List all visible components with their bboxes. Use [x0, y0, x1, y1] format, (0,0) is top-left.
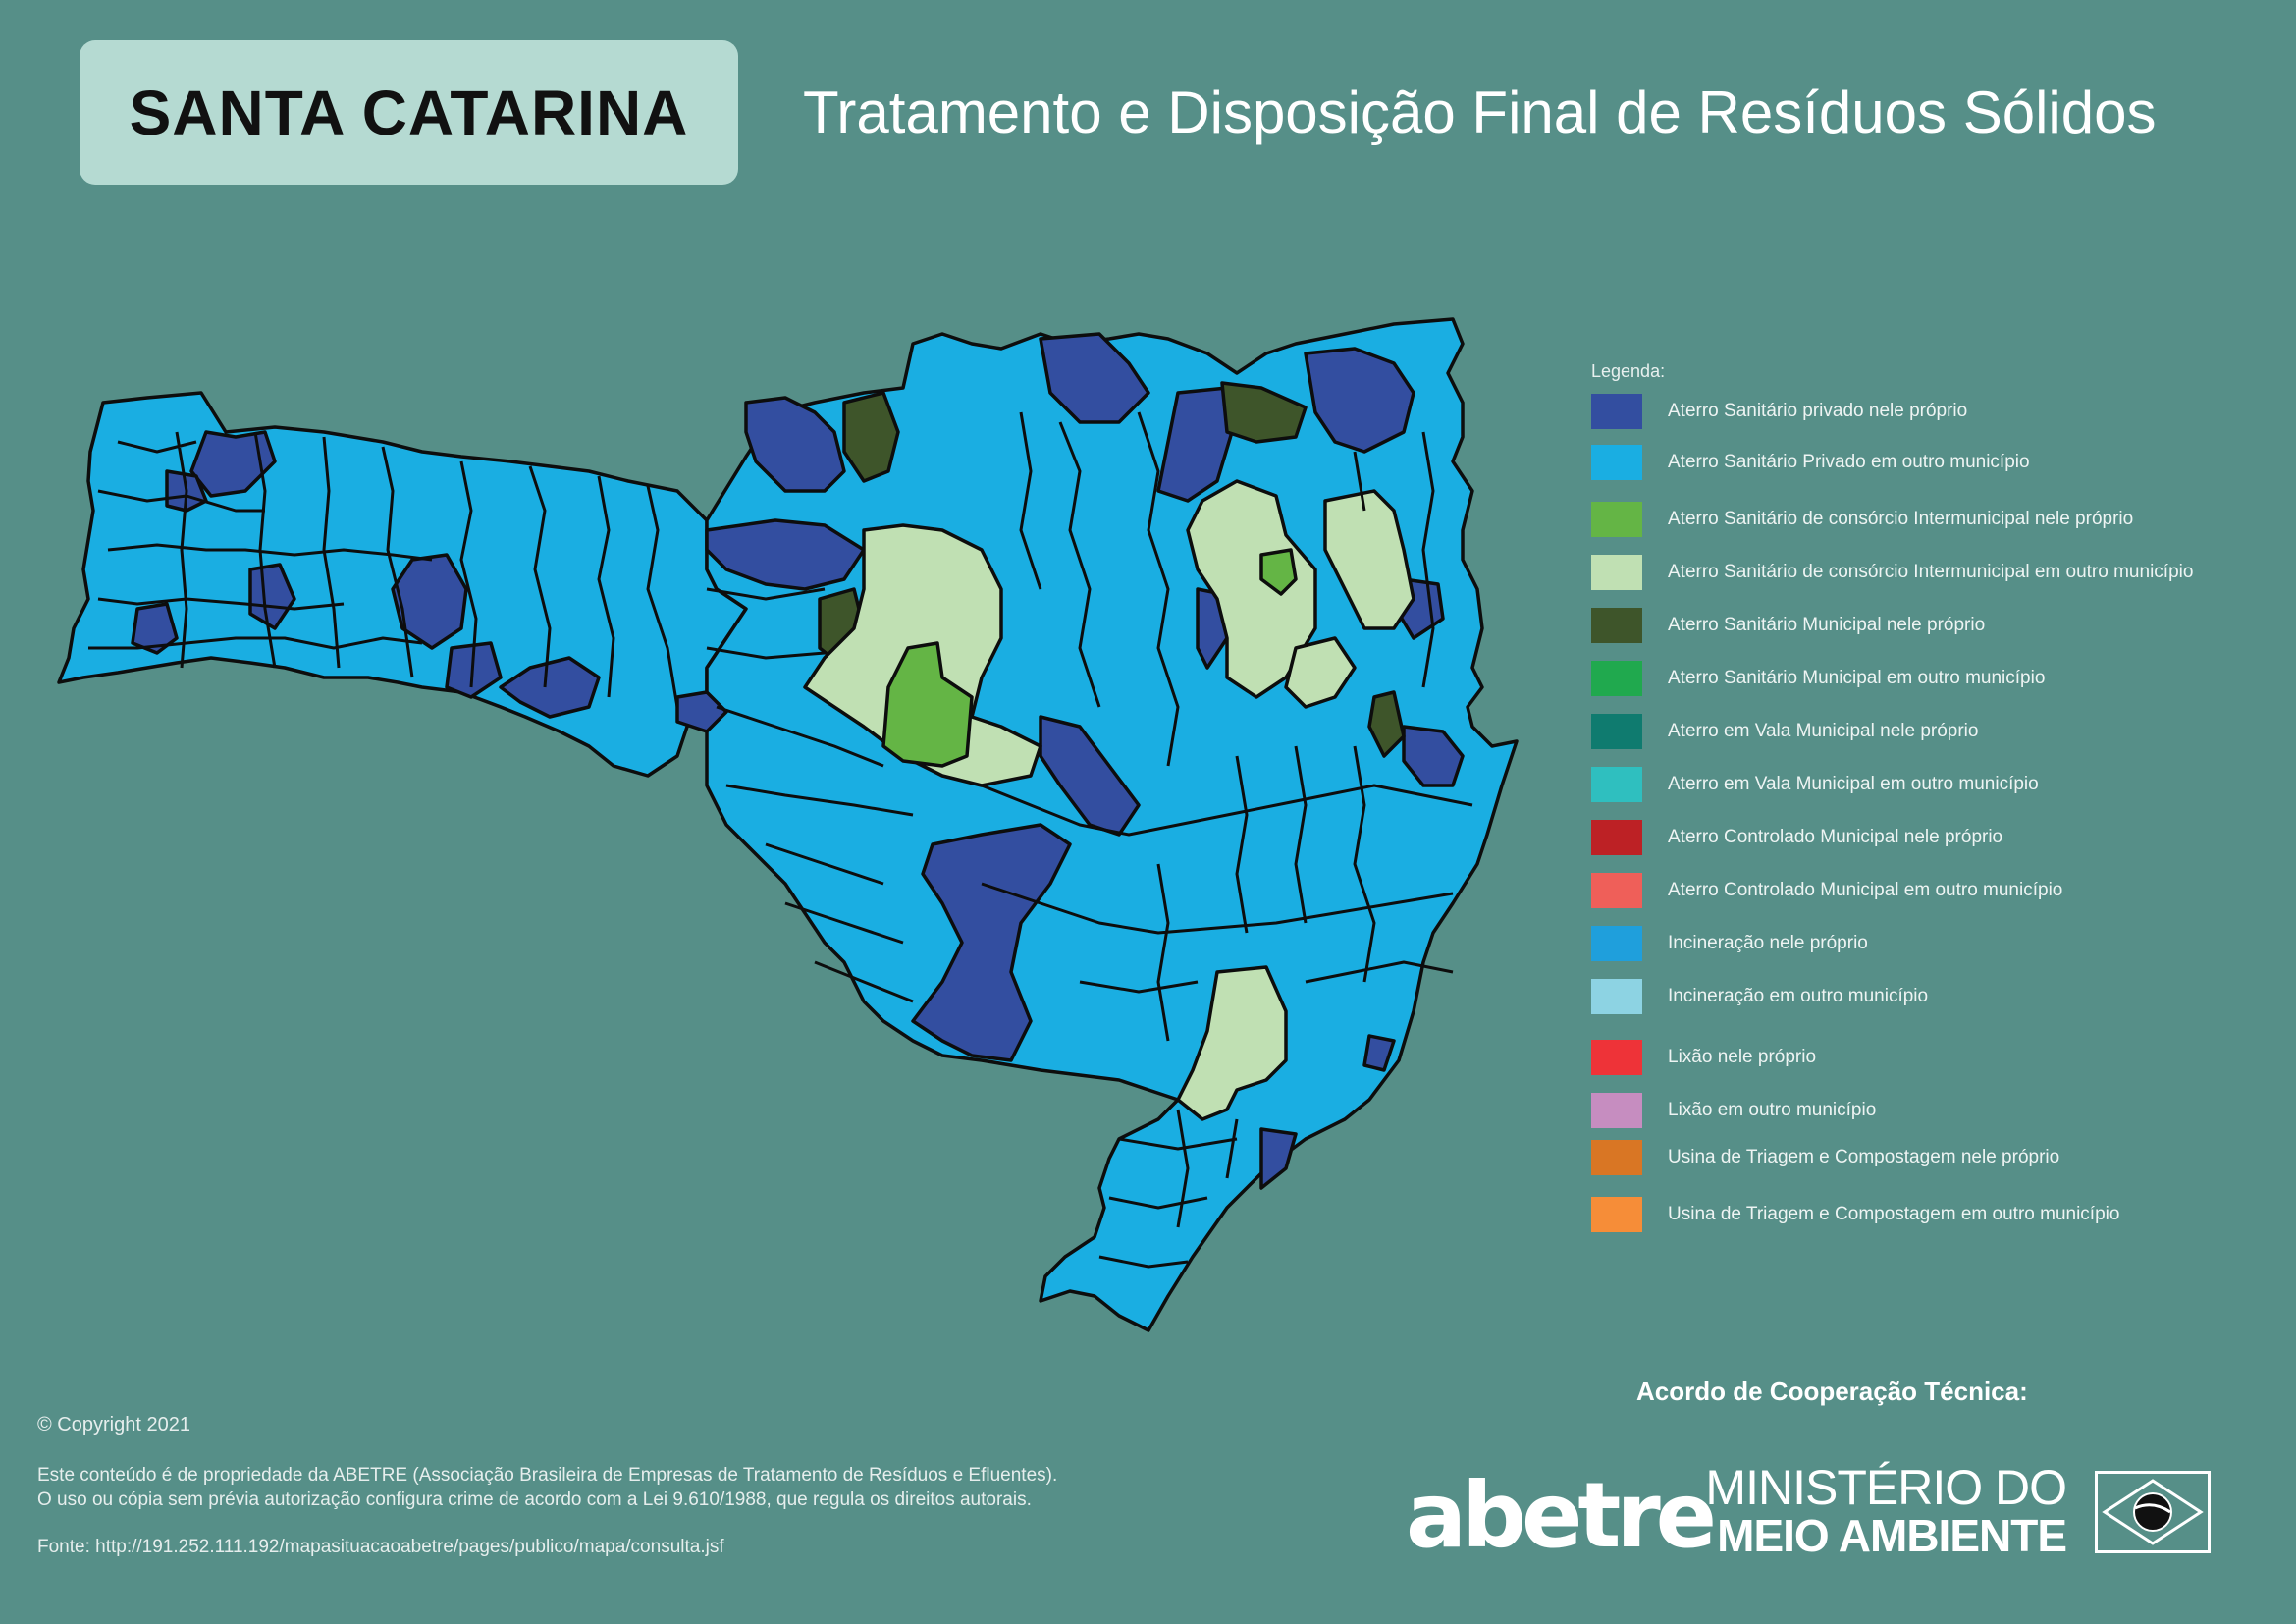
legend-swatch: [1591, 394, 1642, 429]
legend-item: Aterro Controlado Municipal nele próprio: [1591, 820, 2278, 855]
legend-item: Lixão nele próprio: [1591, 1040, 2278, 1075]
legend-item: Incineração nele próprio: [1591, 926, 2278, 961]
municipal-borders-west: [88, 431, 679, 708]
legend-title: Legenda:: [1591, 361, 1666, 381]
municipality-dark-6: [499, 656, 601, 719]
legend-swatch: [1591, 502, 1642, 537]
ministry-line-1: MINISTÉRIO DO: [1705, 1460, 2067, 1515]
legend-swatch: [1591, 661, 1642, 696]
legend-item: Aterro Sanitário Privado em outro municí…: [1591, 445, 2278, 480]
municipal-borders-center: [706, 411, 1473, 1269]
legend: Legenda: Aterro Sanitário privado nele p…: [1591, 361, 2278, 1232]
legend-item: Lixão em outro município: [1591, 1093, 2278, 1128]
legend-swatch: [1591, 714, 1642, 749]
legend-label: Aterro Sanitário Privado em outro municí…: [1668, 452, 2030, 472]
legend-label: Lixão nele próprio: [1668, 1047, 1817, 1067]
legend-label: Aterro em Vala Municipal nele próprio: [1668, 721, 1979, 741]
legend-swatch: [1591, 926, 1642, 961]
municipality-dark-13: [1304, 347, 1415, 454]
municipality-consortium-own-2: [1259, 548, 1298, 596]
municipality-dark-20: [1362, 1034, 1396, 1072]
municipality-dark-15: [911, 823, 1072, 1062]
legend-label: Aterro Sanitário Municipal em outro muni…: [1668, 668, 2046, 688]
legend-swatch: [1591, 1040, 1642, 1075]
state-name: SANTA CATARINA: [129, 77, 689, 148]
legend-swatch: [1591, 820, 1642, 855]
municipality-consortium-own-1: [881, 641, 974, 768]
municipality-dark-19: [1259, 1127, 1298, 1190]
municipality-dark-9: [705, 518, 866, 591]
copyright-notice: Este conteúdo é de propriedade da ABETRE…: [37, 1463, 1057, 1512]
legend-swatch: [1591, 555, 1642, 590]
legend-item: Aterro Controlado Municipal em outro mun…: [1591, 873, 2278, 908]
legend-item: Aterro Sanitário Municipal em outro muni…: [1591, 661, 2278, 696]
copyright: © Copyright 2021: [37, 1414, 190, 1435]
municipality-dark-3: [391, 553, 468, 650]
legend-item: Aterro Sanitário Municipal nele próprio: [1591, 608, 2278, 643]
source-url: Fonte: http://191.252.111.192/mapasituac…: [37, 1537, 724, 1557]
notice-line-2: O uso ou cópia sem prévia autorização co…: [37, 1489, 1032, 1510]
legend-item: Incineração em outro município: [1591, 979, 2278, 1014]
abetre-logo: abetre: [1406, 1463, 1717, 1568]
legend-item: Usina de Triagem e Compostagem em outro …: [1591, 1197, 2278, 1232]
legend-swatch: [1591, 1197, 1642, 1232]
legend-label: Aterro Sanitário privado nele próprio: [1668, 401, 1968, 421]
legend-item: Aterro Sanitário de consórcio Intermunic…: [1591, 502, 2278, 537]
legend-item: Usina de Triagem e Compostagem nele próp…: [1591, 1140, 2278, 1175]
municipality-consortium-2: [1186, 479, 1317, 699]
legend-swatch: [1591, 1140, 1642, 1175]
map-title: Tratamento e Disposição Final de Resíduo…: [803, 80, 2157, 145]
legend-label: Incineração nele próprio: [1668, 933, 1868, 953]
municipality-dark-14: [1039, 715, 1141, 837]
municipality-municipal-4: [1367, 690, 1406, 758]
legend-label: Aterro Sanitário Municipal nele próprio: [1668, 615, 1986, 635]
legend-label: Incineração em outro município: [1668, 986, 1929, 1006]
legend-swatch: [1591, 767, 1642, 802]
municipality-consortium-3: [1323, 489, 1415, 630]
cooperation-heading: Acordo de Cooperação Técnica:: [1636, 1377, 2028, 1406]
legend-label: Lixão em outro município: [1668, 1100, 1877, 1120]
legend-swatch: [1591, 873, 1642, 908]
legend-label: Usina de Triagem e Compostagem nele próp…: [1668, 1147, 2060, 1167]
legend-swatch: [1591, 979, 1642, 1014]
legend-label: Aterro Sanitário de consórcio Intermunic…: [1668, 562, 2194, 582]
legend-swatch: [1591, 1093, 1642, 1128]
notice-line-1: Este conteúdo é de propriedade da ABETRE…: [37, 1465, 1058, 1486]
legend-item: Aterro em Vala Municipal em outro municí…: [1591, 767, 2278, 802]
ministry-logo: MINISTÉRIO DO MEIO AMBIENTE: [1698, 1460, 2067, 1561]
legend-label: Aterro Controlado Municipal nele próprio: [1668, 827, 2003, 847]
municipality-dark-11: [1039, 332, 1150, 424]
legend-swatch: [1591, 445, 1642, 480]
legend-label: Usina de Triagem e Compostagem em outro …: [1668, 1204, 2120, 1224]
municipality-municipal-2: [1220, 381, 1308, 444]
municipality-consortium-4: [1284, 636, 1357, 709]
legend-label: Aterro Controlado Municipal em outro mun…: [1668, 880, 2063, 900]
legend-label: Aterro Sanitário de consórcio Intermunic…: [1668, 509, 2134, 529]
state-name-box: SANTA CATARINA: [80, 40, 738, 185]
legend-item: Aterro em Vala Municipal nele próprio: [1591, 714, 2278, 749]
municipality-dark-8: [744, 396, 846, 493]
municipality-consortium-5: [1176, 965, 1288, 1121]
legend-swatch: [1591, 608, 1642, 643]
legend-label: Aterro em Vala Municipal em outro municí…: [1668, 774, 2039, 794]
municipality-municipal-1: [842, 391, 900, 483]
brazil-flag-icon: [2095, 1471, 2211, 1553]
municipality-dark-10: [675, 690, 728, 733]
ministry-line-2: MEIO AMBIENTE: [1717, 1510, 2067, 1561]
municipality-dark-17: [1402, 725, 1465, 787]
legend-item: Aterro Sanitário de consórcio Intermunic…: [1591, 555, 2278, 590]
legend-item: Aterro Sanitário privado nele próprio: [1591, 394, 2278, 429]
